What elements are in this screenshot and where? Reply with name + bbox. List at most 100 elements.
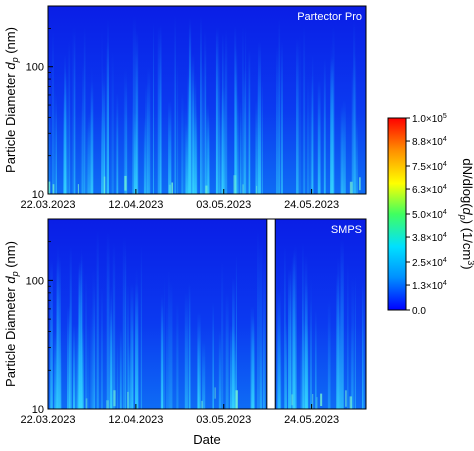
heatmap-streak <box>242 25 244 194</box>
heatmap-streak <box>263 255 266 409</box>
heatmap-streak <box>304 254 308 409</box>
heatmap-hotspot <box>113 390 116 407</box>
heatmap-streak <box>125 79 128 194</box>
heatmap-streak <box>111 50 114 194</box>
panel-label: Partector Pro <box>297 11 362 23</box>
heatmap-streak <box>130 282 134 409</box>
heatmap-streaks <box>48 15 366 194</box>
colorbar-tick-label: 0.0 <box>412 306 426 317</box>
heatmap-streak <box>181 91 184 194</box>
heatmap-hotspot <box>171 182 174 194</box>
heatmap-streak <box>127 282 129 409</box>
heatmap-hotspot <box>48 181 51 194</box>
heatmap-streak <box>68 41 71 194</box>
heatmap-hotspot <box>106 400 109 409</box>
heatmap-streak <box>135 30 139 194</box>
heatmap-hotspot <box>316 397 318 409</box>
colorbar-tick-label: 2.5×104 <box>412 257 447 269</box>
heatmap-streak <box>176 300 179 409</box>
heatmap-streak <box>307 76 310 194</box>
x-axis-label: Date <box>193 432 220 447</box>
heatmap-streak <box>64 54 66 194</box>
heatmap-streak <box>131 99 134 194</box>
heatmap-hotspot <box>124 175 127 191</box>
x-tick-label: 12.04.2023 <box>108 199 163 211</box>
panel-label: SMPS <box>331 224 362 236</box>
heatmap-streak <box>184 101 187 194</box>
heatmap-streak <box>342 99 346 194</box>
heatmap-streak <box>275 45 279 194</box>
heatmap-streak <box>73 31 76 194</box>
heatmap-streak <box>168 269 170 409</box>
heatmap-streak <box>261 78 263 194</box>
plot-frame <box>47 218 367 410</box>
heatmap-streak <box>278 18 281 194</box>
data-gaps <box>266 218 276 410</box>
heatmap-streak <box>225 292 229 409</box>
heatmap-streak <box>288 268 291 409</box>
heatmap-streak <box>86 123 89 194</box>
colorbar-gradient <box>387 117 407 311</box>
heatmap-streak <box>189 284 191 409</box>
heatmap-streak <box>122 236 126 409</box>
x-axis-ticks: 22.03.2023 12.04.2023 03.05.2023 24.05.2023 <box>20 404 339 426</box>
heatmap-streak <box>310 74 314 194</box>
heatmap-streak <box>221 260 224 409</box>
heatmap-streak <box>195 69 197 194</box>
heatmap-streak <box>202 340 206 409</box>
heatmap-hotspot <box>320 393 323 407</box>
heatmap-streak <box>215 25 220 194</box>
heatmap-hotspot <box>103 176 106 194</box>
heatmap-streak <box>302 319 306 409</box>
heatmap-hotspot <box>349 396 352 409</box>
heatmap-streak <box>50 259 53 409</box>
heatmap-streak <box>336 273 339 409</box>
heatmap-streak <box>218 329 222 409</box>
heatmap-streak <box>350 325 354 409</box>
heatmap-streak <box>355 276 356 409</box>
heatmap-hotspot <box>168 184 171 194</box>
heatmap-streak <box>202 60 204 194</box>
colorbar-tick-label: 8.8×104 <box>412 136 447 148</box>
heatmap-streak <box>48 67 51 194</box>
heatmap-streak <box>159 24 162 194</box>
heatmap-streak <box>303 25 306 194</box>
heatmap-streak <box>80 100 83 194</box>
heatmap-background <box>48 219 366 409</box>
y-axis-label: Particle Diameter dp (nm) <box>3 27 20 173</box>
heatmap-hotspot <box>77 184 79 194</box>
heatmap-streak <box>355 120 359 194</box>
heatmap-streak <box>145 82 149 194</box>
heatmap-hotspot <box>311 393 314 409</box>
heatmap-streak <box>248 49 251 194</box>
heatmap-streak <box>81 321 83 409</box>
heatmap-streak <box>85 273 87 409</box>
heatmap-streak <box>57 256 61 409</box>
heatmap-streak <box>235 254 237 409</box>
colorbar-tick-label: 3.8×104 <box>412 232 447 244</box>
heatmap-streak <box>116 92 119 194</box>
heatmap-hotspot <box>52 184 55 194</box>
heatmap-streak <box>102 80 105 194</box>
heatmap-streak <box>128 341 131 409</box>
heatmap-hotspot <box>85 398 88 409</box>
heatmap-streak <box>140 244 143 409</box>
colorbar-tick-label: 1.0×105 <box>412 113 447 125</box>
heatmap-streak <box>106 41 109 194</box>
heatmap-streak <box>234 70 238 194</box>
y-tick-label: 10 <box>32 404 44 416</box>
heatmap-streak <box>218 54 221 194</box>
heatmap-streak <box>119 328 122 409</box>
x-tick-label: 22.03.2023 <box>20 199 75 211</box>
heatmap-streak <box>176 59 179 194</box>
heatmap-streak <box>112 242 116 409</box>
colorbar-tick-label: 5.0×104 <box>412 209 447 221</box>
heatmap-streak <box>135 282 139 409</box>
colorbar-tick-label: 7.5×104 <box>412 161 447 173</box>
heatmap-hotspot <box>291 394 294 406</box>
heatmap-streak <box>331 55 334 194</box>
heatmap-streak <box>218 110 222 194</box>
heatmap-streak <box>232 326 235 409</box>
heatmap-streak <box>233 331 237 409</box>
